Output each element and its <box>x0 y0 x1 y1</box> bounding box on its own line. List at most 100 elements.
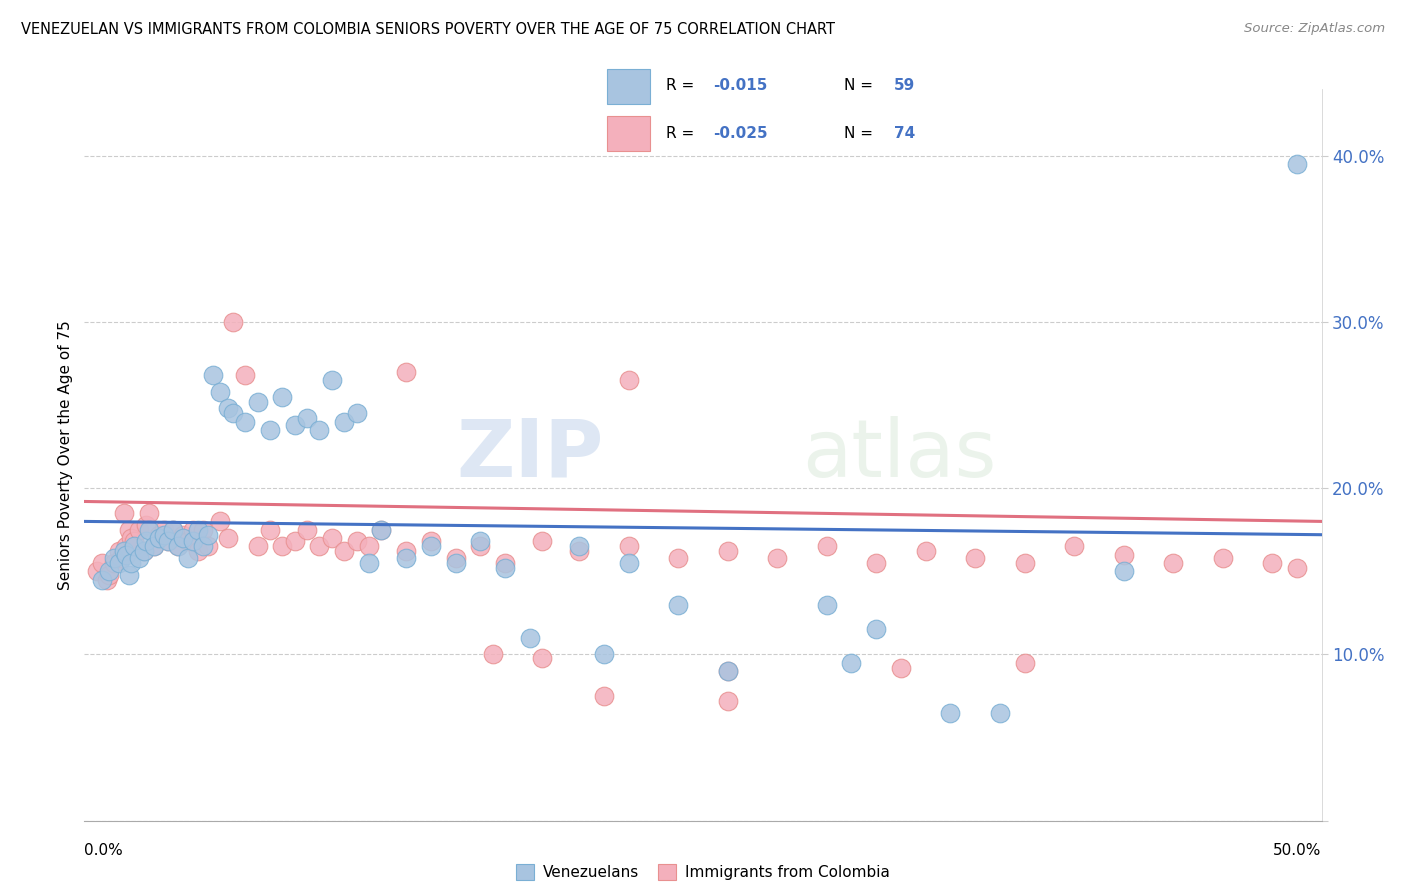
Point <box>112 544 135 558</box>
Text: 50.0%: 50.0% <box>1274 843 1322 858</box>
Point <box>181 523 204 537</box>
Point <box>568 544 591 558</box>
Point <box>128 523 150 537</box>
Point <box>531 650 554 665</box>
Point <box>717 694 740 708</box>
Point <box>333 415 356 429</box>
Point <box>142 539 165 553</box>
Point <box>138 523 160 537</box>
Text: -0.025: -0.025 <box>713 126 768 141</box>
Point <box>717 664 740 678</box>
Legend: Venezuelans, Immigrants from Colombia: Venezuelans, Immigrants from Colombia <box>509 858 897 886</box>
Point <box>138 506 160 520</box>
Point <box>167 539 190 553</box>
Point <box>259 523 281 537</box>
Point <box>246 539 269 553</box>
Point <box>120 556 142 570</box>
Point <box>108 544 131 558</box>
Bar <box>607 70 650 103</box>
Text: Source: ZipAtlas.com: Source: ZipAtlas.com <box>1244 22 1385 36</box>
Point <box>157 534 180 549</box>
Point <box>132 544 155 558</box>
Point <box>90 556 112 570</box>
Point <box>172 527 194 541</box>
Point <box>519 631 541 645</box>
Point <box>470 539 492 553</box>
Point <box>152 527 174 541</box>
Point <box>1112 564 1135 578</box>
Point <box>284 417 307 432</box>
Point <box>167 539 190 553</box>
Point <box>135 517 157 532</box>
Text: 0.0%: 0.0% <box>84 843 124 858</box>
Point <box>295 411 318 425</box>
Point <box>865 556 887 570</box>
Point <box>209 384 232 399</box>
Point <box>1161 556 1184 570</box>
Point <box>152 523 174 537</box>
Point <box>370 523 392 537</box>
Text: R =: R = <box>666 78 700 94</box>
Point <box>108 556 131 570</box>
Text: R =: R = <box>666 126 700 141</box>
Point <box>96 573 118 587</box>
Point <box>1063 539 1085 553</box>
Text: VENEZUELAN VS IMMIGRANTS FROM COLOMBIA SENIORS POVERTY OVER THE AGE OF 75 CORREL: VENEZUELAN VS IMMIGRANTS FROM COLOMBIA S… <box>21 22 835 37</box>
Point <box>103 556 125 570</box>
Point <box>217 401 239 416</box>
Text: 74: 74 <box>894 126 915 141</box>
Point <box>233 415 256 429</box>
Text: N =: N = <box>844 126 877 141</box>
Point <box>86 564 108 578</box>
Text: ZIP: ZIP <box>457 416 605 494</box>
Point <box>321 373 343 387</box>
Point <box>284 534 307 549</box>
Point <box>187 544 209 558</box>
Point <box>395 551 418 566</box>
Point <box>1014 656 1036 670</box>
Point <box>617 556 640 570</box>
Point <box>865 623 887 637</box>
Point <box>259 423 281 437</box>
Point <box>103 551 125 566</box>
Point <box>890 661 912 675</box>
Point <box>419 539 441 553</box>
Point <box>187 523 209 537</box>
Point <box>1261 556 1284 570</box>
Text: N =: N = <box>844 78 877 94</box>
Point <box>346 406 368 420</box>
Point <box>148 527 170 541</box>
Point <box>470 534 492 549</box>
Point <box>122 534 145 549</box>
Point <box>177 551 200 566</box>
Point <box>494 561 516 575</box>
Point <box>162 523 184 537</box>
Point <box>617 539 640 553</box>
Point <box>321 531 343 545</box>
Point <box>666 551 689 566</box>
Point <box>531 534 554 549</box>
Point <box>494 556 516 570</box>
Point <box>135 534 157 549</box>
Point <box>246 394 269 409</box>
Point <box>222 315 245 329</box>
Point <box>148 531 170 545</box>
Point <box>370 523 392 537</box>
Point <box>112 506 135 520</box>
Point <box>98 564 121 578</box>
Point <box>988 706 1011 720</box>
Point <box>357 556 380 570</box>
Point <box>202 368 225 383</box>
Point <box>939 706 962 720</box>
Point <box>914 544 936 558</box>
Point <box>197 527 219 541</box>
Point <box>717 664 740 678</box>
Point <box>233 368 256 383</box>
Point <box>593 689 616 703</box>
Point <box>841 656 863 670</box>
Point <box>666 598 689 612</box>
Point <box>481 648 503 662</box>
Point <box>295 523 318 537</box>
Text: -0.015: -0.015 <box>713 78 768 94</box>
Point <box>568 539 591 553</box>
